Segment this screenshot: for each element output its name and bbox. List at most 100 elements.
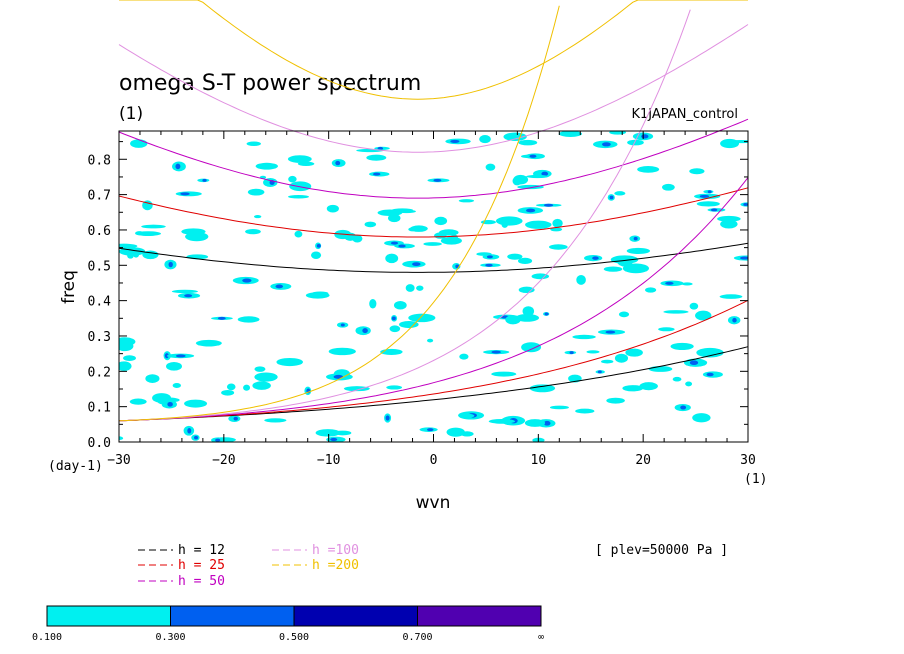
power-field bbox=[119, 131, 748, 442]
power-patch-high bbox=[526, 208, 536, 213]
x-unit-label: (1) bbox=[744, 472, 767, 487]
power-patch bbox=[393, 300, 407, 310]
colorbar-swatch bbox=[417, 605, 542, 627]
power-patch bbox=[369, 299, 377, 309]
power-patch-high bbox=[543, 203, 554, 207]
power-patch bbox=[119, 361, 132, 371]
power-patch bbox=[142, 200, 153, 211]
power-patch bbox=[549, 405, 569, 410]
power-patch-high bbox=[175, 354, 186, 358]
power-patch bbox=[550, 227, 563, 232]
power-patch bbox=[648, 366, 673, 372]
power-patch bbox=[328, 347, 356, 356]
power-patch bbox=[294, 230, 303, 238]
power-patch-high bbox=[167, 401, 173, 407]
power-patch bbox=[237, 316, 260, 323]
power-patch bbox=[525, 220, 552, 229]
power-patch bbox=[438, 229, 459, 236]
power-patch bbox=[254, 215, 262, 219]
power-patch bbox=[247, 188, 265, 196]
power-patch-high bbox=[340, 323, 345, 327]
power-patch bbox=[389, 325, 401, 333]
power-patch-high bbox=[529, 154, 537, 158]
power-patch-high bbox=[330, 437, 338, 442]
power-patch bbox=[644, 287, 657, 293]
power-patch bbox=[171, 289, 198, 294]
power-patch-high bbox=[184, 294, 193, 298]
power-patch bbox=[276, 358, 304, 367]
power-patch-high bbox=[373, 172, 381, 176]
power-patch bbox=[603, 266, 623, 272]
power-patch bbox=[524, 419, 546, 427]
power-patch bbox=[662, 183, 675, 191]
dispersion-curve-lower bbox=[118, 5, 560, 422]
power-patch bbox=[246, 141, 261, 147]
power-patch-high bbox=[543, 420, 551, 426]
power-patch-high bbox=[275, 284, 284, 289]
power-patch bbox=[289, 181, 312, 192]
pressure-annotation: [ plev=50000 Pa ] bbox=[595, 543, 728, 558]
power-patch-high bbox=[680, 405, 687, 410]
colorbar-label: 0.100 bbox=[32, 632, 62, 643]
power-patch-high bbox=[242, 278, 252, 283]
power-patch bbox=[343, 386, 370, 392]
power-patch bbox=[720, 219, 738, 229]
power-patch-high bbox=[385, 415, 390, 421]
colorbar-swatch bbox=[170, 605, 295, 627]
power-patch bbox=[479, 135, 491, 144]
power-patch bbox=[423, 242, 442, 246]
power-patch bbox=[460, 431, 474, 437]
power-patch bbox=[288, 175, 297, 183]
x-tick-label: −20 bbox=[212, 453, 235, 468]
power-patch bbox=[517, 257, 533, 265]
power-patch bbox=[685, 381, 693, 387]
power-patch-high bbox=[377, 146, 384, 150]
x-tick-label: 10 bbox=[531, 453, 547, 468]
power-patch bbox=[495, 216, 523, 226]
dispersion-curve-lower bbox=[118, 299, 749, 422]
power-patch bbox=[315, 429, 341, 437]
power-patch bbox=[288, 195, 310, 199]
power-patch bbox=[681, 282, 693, 286]
power-patch bbox=[243, 384, 251, 391]
power-patch bbox=[617, 257, 633, 267]
power-patch bbox=[195, 339, 222, 347]
power-patch bbox=[408, 313, 436, 323]
power-patch-high bbox=[485, 263, 493, 267]
power-patch-high bbox=[391, 316, 396, 321]
colorbar-label: 0.300 bbox=[155, 632, 185, 643]
power-patch-high bbox=[707, 190, 712, 194]
power-patch-high bbox=[739, 256, 748, 260]
power-patch bbox=[692, 413, 711, 423]
power-patch-high bbox=[217, 316, 226, 320]
power-patch bbox=[386, 385, 403, 390]
power-patch bbox=[364, 221, 377, 228]
power-patch bbox=[719, 294, 743, 299]
power-patch-high bbox=[398, 244, 406, 248]
y-tick-label: 0.3 bbox=[88, 330, 111, 345]
power-patch bbox=[446, 427, 465, 437]
power-patch bbox=[601, 359, 614, 364]
power-patch-high bbox=[569, 351, 574, 355]
power-patch bbox=[287, 155, 312, 163]
power-patch bbox=[252, 381, 271, 390]
power-patch bbox=[720, 138, 740, 149]
power-patch bbox=[575, 408, 595, 414]
power-patch-high bbox=[699, 194, 710, 198]
y-unit-label: (day-1) bbox=[48, 459, 103, 474]
power-patch bbox=[399, 320, 419, 329]
power-patch bbox=[184, 399, 208, 408]
dispersion-curve-upper bbox=[119, 0, 748, 100]
power-patch bbox=[637, 166, 660, 173]
power-patch bbox=[352, 234, 363, 243]
power-patch-high bbox=[732, 317, 737, 323]
power-patch-high bbox=[194, 435, 199, 440]
y-axis: 0.0 0.1 0.2 0.3 0.4 0.5 0.6 0.7 0.8 bbox=[88, 141, 748, 451]
power-patch bbox=[622, 263, 650, 274]
power-patch bbox=[166, 362, 182, 371]
power-patch bbox=[689, 168, 705, 175]
x-tick-label: −10 bbox=[317, 453, 340, 468]
power-patch-high bbox=[544, 312, 549, 316]
